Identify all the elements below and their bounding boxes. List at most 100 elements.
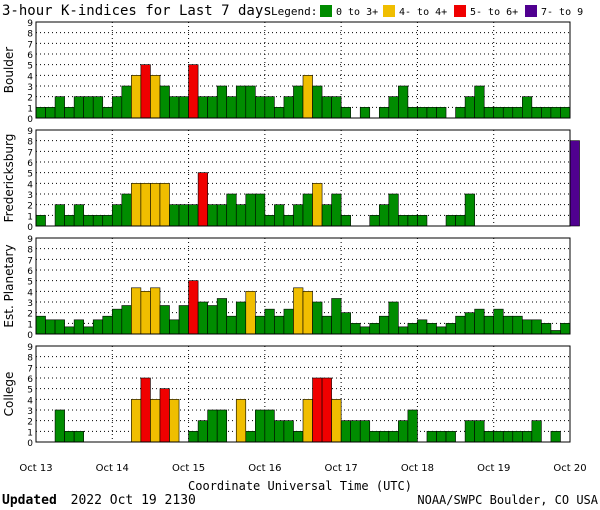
bar-est-planetary-27 [293, 287, 304, 335]
bar-college-10 [131, 399, 142, 443]
legend-item-0: 0 to 3+ [320, 5, 378, 18]
bar-college-35 [369, 431, 380, 443]
footer-credit: NOAA/SWPC Boulder, CO USA [417, 493, 598, 507]
legend-swatch [454, 5, 466, 17]
bar-boulder-19 [216, 85, 228, 119]
y-tick-label: 9 [27, 19, 33, 29]
bar-college-22 [245, 431, 256, 443]
bar-boulder-54 [550, 107, 561, 119]
bar-est-planetary-52 [531, 319, 542, 335]
bar-college-2 [54, 409, 65, 443]
bar-college-38 [398, 420, 409, 443]
bar-est-planetary-3 [64, 326, 75, 335]
bar-est-planetary-49 [502, 315, 514, 335]
y-tick-label: 6 [27, 51, 33, 61]
x-tick-label: Oct 18 [401, 463, 434, 474]
y-tick-label: 1 [27, 320, 33, 330]
bar-fredericksburg-37 [388, 193, 399, 227]
bar-est-planetary-1 [45, 319, 56, 335]
panel-label: Fredericksburg [2, 134, 16, 223]
y-tick-label: 8 [27, 354, 33, 364]
panel-frame [35, 345, 571, 443]
bar-college-46 [474, 420, 485, 443]
bar-fredericksburg-40 [417, 215, 428, 227]
bar-est-planetary-51 [522, 319, 533, 335]
bar-est-planetary-15 [178, 305, 189, 335]
bar-boulder-31 [331, 96, 342, 119]
bar-est-planetary-40 [417, 319, 428, 335]
bar-college-54 [550, 431, 561, 443]
bar-fredericksburg-36 [378, 204, 390, 227]
y-tick-label: 0 [27, 331, 33, 341]
bar-fredericksburg-18 [207, 204, 218, 227]
bar-college-52 [531, 420, 542, 443]
bar-est-planetary-4 [73, 319, 84, 335]
bar-boulder-7 [102, 107, 113, 119]
y-tick-label: 7 [27, 364, 33, 374]
bar-est-planetary-22 [245, 291, 256, 335]
bar-college-3 [64, 431, 75, 443]
bar-boulder-46 [474, 85, 485, 119]
bar-est-planetary-45 [464, 312, 475, 335]
bar-college-50 [512, 431, 523, 443]
bar-boulder-32 [340, 107, 351, 119]
bar-est-planetary-13 [159, 305, 170, 335]
bar-est-planetary-17 [197, 301, 208, 335]
bar-boulder-6 [92, 96, 104, 119]
bar-college-41 [426, 431, 437, 443]
panel-frame [35, 21, 571, 119]
y-tick-label: 2 [27, 202, 33, 212]
bar-boulder-40 [417, 107, 428, 119]
y-tick-label: 1 [27, 212, 33, 222]
y-tick-label: 6 [27, 375, 33, 385]
bar-est-planetary-8 [111, 308, 123, 335]
bar-est-planetary-20 [226, 315, 237, 335]
bar-college-13 [159, 388, 170, 443]
bar-fredericksburg-5 [83, 215, 94, 227]
bar-est-planetary-5 [83, 326, 94, 335]
bar-fredericksburg-8 [111, 204, 123, 227]
y-tick-label: 6 [27, 267, 33, 277]
bar-fredericksburg-10 [131, 183, 142, 227]
y-tick-label: 4 [27, 72, 33, 82]
y-tick-label: 3 [27, 191, 33, 201]
bar-boulder-30 [321, 96, 332, 119]
bar-boulder-50 [512, 107, 523, 119]
y-tick-label: 1 [27, 104, 33, 114]
y-tick-label: 8 [27, 138, 33, 148]
bar-college-31 [331, 399, 342, 443]
y-tick-label: 3 [27, 83, 33, 93]
bar-boulder-26 [283, 96, 294, 119]
bar-boulder-13 [159, 85, 170, 119]
y-tick-label: 9 [27, 343, 33, 353]
x-tick-label: Oct 17 [325, 463, 358, 474]
panel-label: Boulder [2, 47, 16, 94]
bar-est-planetary-7 [102, 315, 113, 335]
y-tick-label: 4 [27, 180, 33, 190]
panel-frame [35, 129, 571, 227]
bar-est-planetary-29 [312, 301, 323, 335]
bar-est-planetary-54 [550, 330, 561, 335]
y-tick-label: 0 [27, 115, 33, 125]
bar-college-23 [255, 409, 266, 443]
x-axis-tick-labels: Oct 13 Oct 14 Oct 15 Oct 16 Oct 17 Oct 18 Oct … [19, 463, 586, 474]
bar-est-planetary-35 [369, 323, 380, 335]
bar-est-planetary-18 [207, 305, 218, 335]
bar-est-planetary-30 [321, 315, 332, 335]
bar-fredericksburg-11 [140, 183, 151, 227]
y-tick-label: 4 [27, 396, 33, 406]
bar-boulder-34 [359, 107, 371, 119]
bar-est-planetary-38 [398, 326, 409, 335]
bar-college-30 [321, 377, 332, 443]
bar-fredericksburg-22 [245, 193, 256, 227]
bar-college-26 [283, 420, 294, 443]
bar-fredericksburg-56 [569, 140, 580, 227]
bar-college-4 [73, 431, 84, 443]
bar-fredericksburg-44 [455, 215, 466, 227]
bar-fredericksburg-28 [302, 193, 313, 227]
bar-est-planetary-36 [378, 315, 390, 335]
